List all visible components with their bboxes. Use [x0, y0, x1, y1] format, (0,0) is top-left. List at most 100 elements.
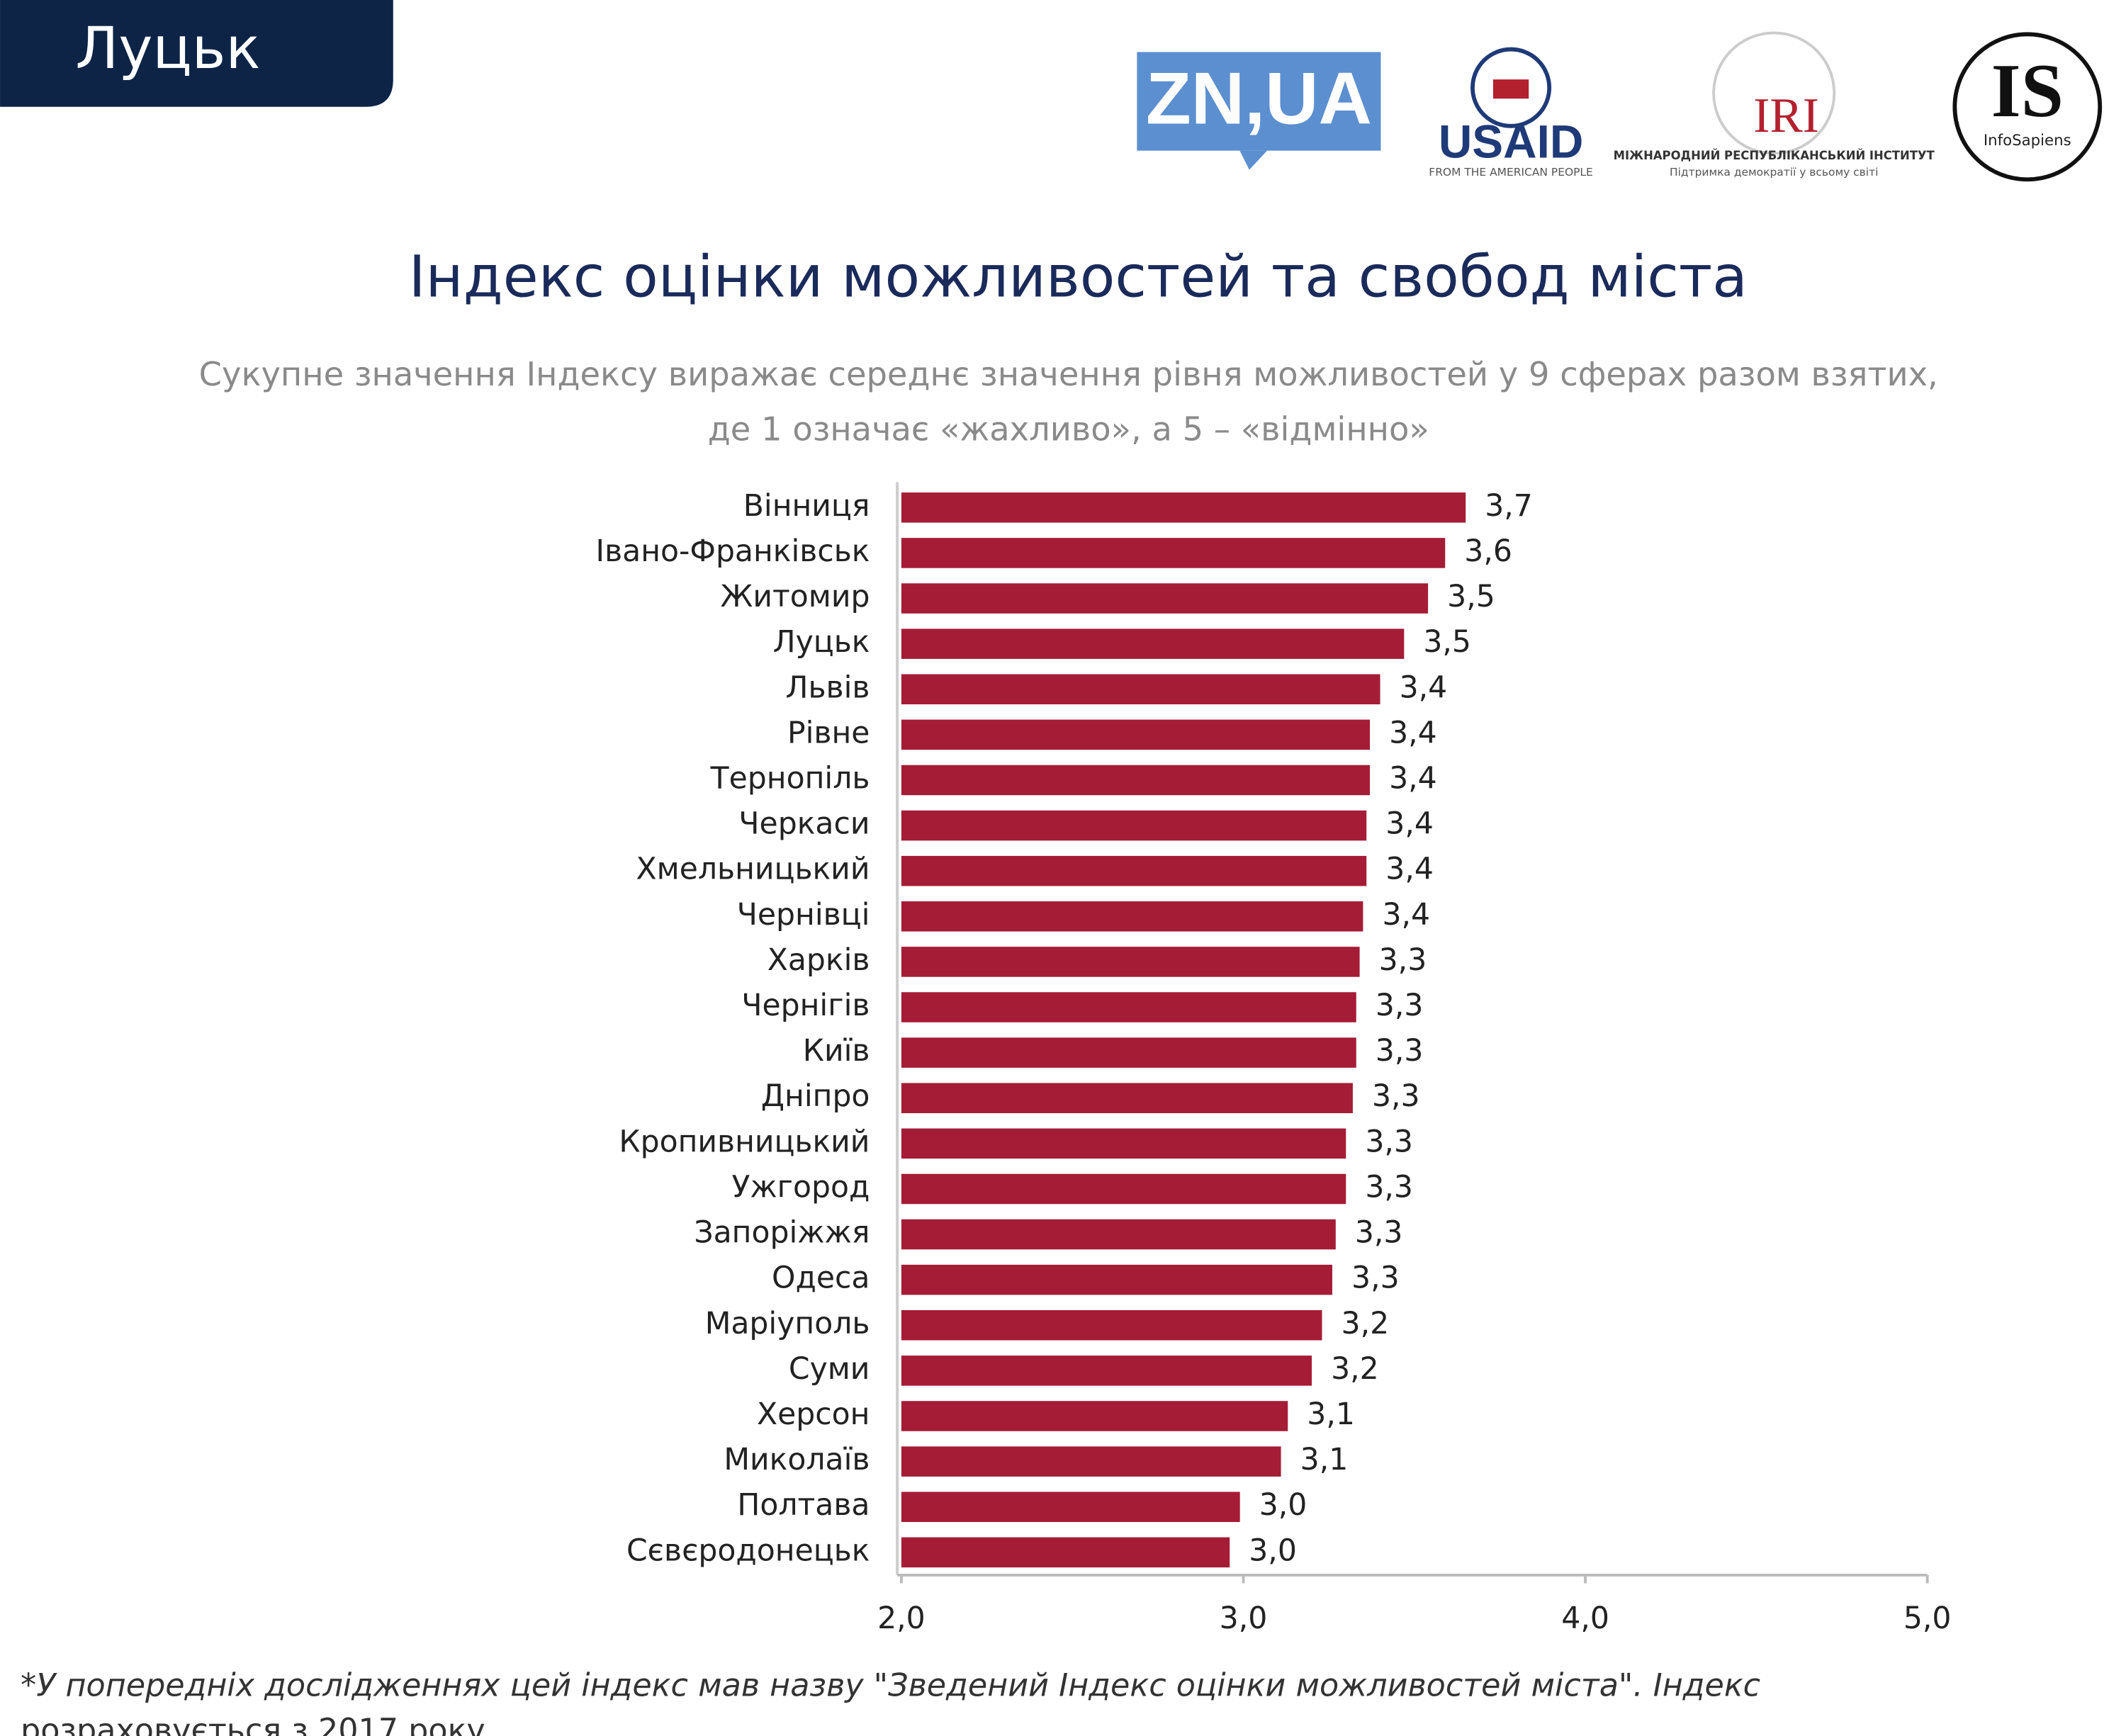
value-label: 3,1	[1307, 1397, 1355, 1432]
y-tick-label: Полтава	[737, 1488, 870, 1523]
bar	[901, 719, 1371, 750]
header-city: Луцьк	[75, 16, 260, 82]
value-label: 3,4	[1382, 898, 1430, 932]
bar	[901, 1446, 1281, 1477]
bar	[901, 1401, 1288, 1431]
logo-usaid: USAID FROM THE AMERICAN PEOPLE	[1429, 47, 1593, 179]
logo-ring	[1952, 32, 2103, 182]
logo-name: InfoSapiens	[1984, 132, 2071, 150]
y-tick-label: Рівне	[787, 716, 870, 750]
chart-subtitle: де 1 означає «жахливо», а 5 – «відмінно»	[708, 410, 1429, 448]
y-tick-label: Луцьк	[773, 625, 870, 660]
x-tick-label: 5,0	[1903, 1601, 1952, 1636]
value-label: 3,0	[1249, 1533, 1297, 1568]
bar	[901, 538, 1446, 568]
bar	[901, 1537, 1230, 1568]
value-label: 3,5	[1423, 625, 1471, 660]
value-label: 3,7	[1485, 489, 1533, 524]
x-tick-label: 3,0	[1220, 1601, 1268, 1636]
y-tick-label: Сєвєродонецьк	[626, 1533, 870, 1568]
bar	[901, 855, 1367, 886]
bar	[901, 992, 1356, 1022]
value-label: 3,6	[1464, 534, 1512, 569]
bar	[901, 901, 1363, 932]
chart-subtitle: Сукупне значення Індексу виражає середнє…	[199, 355, 1938, 393]
bar	[901, 629, 1405, 659]
y-tick-label: Вінниця	[743, 489, 870, 524]
y-tick-label: Київ	[803, 1034, 870, 1069]
y-tick-label: Харків	[767, 943, 870, 978]
y-tick-label: Чернівці	[737, 898, 870, 932]
value-label: 3,4	[1385, 852, 1434, 887]
bar	[901, 810, 1367, 841]
y-tick-label: Тернопіль	[710, 761, 870, 796]
y-tick-label: Кропивницький	[619, 1125, 870, 1159]
logo-text: ZN,UA	[1146, 57, 1372, 140]
logo-bg	[1137, 52, 1381, 151]
bar	[901, 492, 1466, 523]
y-tick-label: Херсон	[757, 1397, 870, 1432]
x-tick-label: 2,0	[877, 1601, 926, 1636]
logo-infosapiens: IS InfoSapiens	[1952, 32, 2103, 182]
logo-globe	[1712, 31, 1836, 155]
value-label: 3,4	[1400, 670, 1448, 705]
bar	[901, 1173, 1346, 1205]
logo-text: USAID	[1439, 115, 1583, 167]
logo-seal	[1470, 47, 1552, 128]
value-label: 3,1	[1300, 1443, 1349, 1477]
y-tick-label: Маріуполь	[705, 1307, 870, 1341]
bar	[901, 765, 1371, 796]
value-label: 3,4	[1385, 807, 1434, 842]
logo-name: МІЖНАРОДНИЙ РЕСПУБЛІКАНСЬКИЙ ІНСТИТУТ	[1614, 149, 1935, 162]
x-tick-label: 4,0	[1561, 1601, 1609, 1636]
bar	[901, 1264, 1332, 1295]
value-label: 3,2	[1331, 1352, 1379, 1387]
bar	[901, 1310, 1322, 1341]
logo-znua: ZN,UA	[1137, 52, 1381, 170]
bar	[901, 1492, 1240, 1522]
y-tick-label: Дніпро	[761, 1079, 870, 1114]
footnote: розраховується з 2017 року	[21, 1713, 485, 1736]
logo-text: IS	[1991, 49, 2064, 133]
value-label: 3,4	[1389, 716, 1437, 750]
y-tick-label: Ужгород	[731, 1170, 870, 1205]
logo-tagline: Підтримка демократії у всьому світі	[1670, 166, 1878, 179]
footnote: *У попередніх дослідженнях цей індекс ма…	[21, 1667, 1760, 1703]
value-label: 3,5	[1447, 580, 1495, 614]
value-label: 3,3	[1365, 1125, 1413, 1159]
value-label: 3,2	[1342, 1307, 1390, 1341]
header-tab	[0, 0, 393, 107]
bar	[901, 1083, 1353, 1113]
y-tick-label: Львів	[786, 670, 870, 705]
value-label: 3,3	[1351, 1261, 1400, 1296]
bar	[901, 1037, 1356, 1068]
logo-tail	[1239, 150, 1268, 170]
bar	[901, 1128, 1346, 1159]
value-label: 3,3	[1365, 1170, 1413, 1205]
logo-text: IRI	[1753, 89, 1819, 143]
value-label: 3,3	[1376, 988, 1424, 1023]
logo-iri: IRI МІЖНАРОДНИЙ РЕСПУБЛІКАНСЬКИЙ ІНСТИТУ…	[1614, 31, 1935, 179]
value-label: 3,3	[1372, 1079, 1420, 1114]
bar	[901, 947, 1360, 977]
y-tick-label: Миколаїв	[724, 1443, 870, 1477]
y-tick-label: Запоріжжя	[694, 1216, 870, 1251]
y-tick-label: Хмельницький	[636, 852, 870, 887]
y-tick-label: Чернігів	[741, 988, 870, 1023]
chart-title: Індекс оцінки можливостей та свобод міст…	[409, 244, 1748, 311]
y-tick-label: Житомир	[721, 580, 870, 614]
value-label: 3,0	[1259, 1488, 1307, 1523]
logo-seal-stripes	[1492, 79, 1529, 99]
value-label: 3,4	[1389, 761, 1437, 796]
value-label: 3,3	[1376, 1034, 1424, 1069]
logo-tagline: FROM THE AMERICAN PEOPLE	[1429, 166, 1593, 179]
y-tick-label: Івано-Франківськ	[596, 534, 870, 569]
y-tick-label: Суми	[789, 1352, 870, 1387]
bar	[901, 674, 1380, 705]
value-label: 3,3	[1355, 1216, 1403, 1251]
y-tick-label: Черкаси	[738, 807, 870, 842]
bar	[901, 1355, 1312, 1386]
bar	[901, 1219, 1336, 1250]
